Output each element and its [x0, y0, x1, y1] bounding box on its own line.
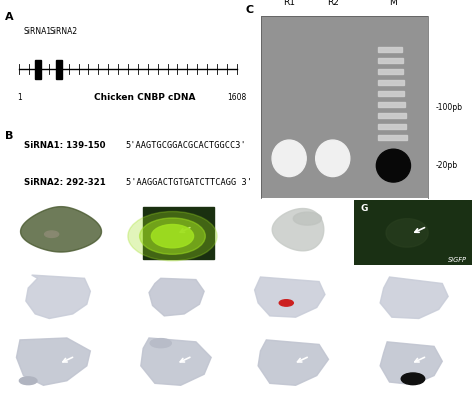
Ellipse shape [316, 140, 350, 177]
Text: 1608: 1608 [227, 93, 246, 102]
Ellipse shape [279, 300, 293, 306]
Text: SiCNBP1: SiCNBP1 [438, 322, 467, 328]
Text: GFP: GFP [102, 257, 115, 263]
Circle shape [128, 212, 217, 261]
Text: SiGFP: SiGFP [96, 386, 115, 392]
Polygon shape [386, 219, 428, 247]
Bar [378, 113, 406, 118]
Text: SiRNA2: SiRNA2 [49, 27, 78, 36]
Circle shape [140, 218, 205, 254]
Polygon shape [272, 208, 324, 251]
Bar [378, 58, 403, 64]
Text: H: H [8, 269, 16, 278]
Text: F: F [243, 204, 249, 213]
Text: 5'AAGTGCGGACGCACTGGCC3': 5'AAGTGCGGACGCACTGGCC3' [126, 141, 246, 150]
Text: R1: R1 [283, 0, 295, 7]
Text: M: M [126, 333, 135, 343]
Polygon shape [20, 207, 101, 252]
Ellipse shape [150, 339, 171, 348]
Text: B: B [5, 131, 13, 141]
Text: SiCNBP2: SiCNBP2 [204, 386, 232, 392]
Bar [261, 16, 428, 198]
Text: A: A [5, 12, 13, 22]
Text: 5'AAGGACTGTGATCTTCAGG 3': 5'AAGGACTGTGATCTTCAGG 3' [126, 178, 252, 187]
Polygon shape [17, 338, 91, 385]
Text: D: D [8, 204, 16, 213]
Text: SiRNA1: 139-150: SiRNA1: 139-150 [24, 141, 106, 150]
Polygon shape [293, 212, 321, 225]
Bar [35, 60, 41, 79]
Polygon shape [26, 275, 91, 318]
Polygon shape [143, 207, 213, 259]
Text: SiCNBP1: SiCNBP1 [204, 322, 232, 328]
Polygon shape [354, 200, 472, 265]
Text: SiCNBP2: SiCNBP2 [321, 386, 350, 392]
Text: K: K [360, 269, 367, 278]
Text: N: N [243, 333, 250, 343]
Text: SiGFP: SiGFP [96, 322, 115, 328]
Polygon shape [255, 277, 325, 317]
Text: SiRNA1: SiRNA1 [24, 27, 52, 36]
Circle shape [151, 224, 193, 248]
Polygon shape [141, 338, 211, 385]
Text: GFP: GFP [219, 257, 232, 263]
Text: SiGFP: SiGFP [331, 257, 350, 263]
Text: SiCNBP1: SiCNBP1 [321, 322, 350, 328]
Ellipse shape [19, 377, 37, 385]
Bar [378, 123, 406, 129]
Text: I: I [126, 269, 129, 278]
Text: O: O [360, 333, 368, 343]
Text: 1: 1 [17, 93, 22, 102]
Text: -100pb: -100pb [435, 103, 462, 112]
Text: G: G [360, 204, 367, 213]
Text: E: E [126, 204, 132, 213]
Text: Chicken CNBP cDNA: Chicken CNBP cDNA [94, 93, 196, 102]
Ellipse shape [401, 373, 425, 385]
Ellipse shape [272, 140, 306, 177]
Bar [378, 102, 405, 107]
Text: J: J [243, 269, 246, 278]
Text: M: M [390, 0, 397, 7]
Polygon shape [258, 340, 328, 385]
Text: L: L [8, 333, 14, 343]
Text: SiGFP: SiGFP [448, 257, 467, 263]
Text: SiCNBP2: SiCNBP2 [438, 386, 467, 392]
Ellipse shape [376, 149, 410, 182]
Bar [378, 47, 402, 52]
Bar [378, 69, 403, 74]
Text: R2: R2 [327, 0, 339, 7]
Polygon shape [380, 342, 442, 385]
Bar [378, 135, 407, 140]
Polygon shape [380, 277, 448, 318]
Bar [55, 60, 62, 79]
Polygon shape [149, 278, 204, 316]
Text: -20pb: -20pb [435, 161, 457, 170]
Bar [378, 91, 404, 96]
Ellipse shape [45, 231, 59, 237]
Bar [378, 80, 404, 85]
Text: C: C [246, 5, 254, 15]
Text: SiRNA2: 292-321: SiRNA2: 292-321 [24, 178, 106, 187]
